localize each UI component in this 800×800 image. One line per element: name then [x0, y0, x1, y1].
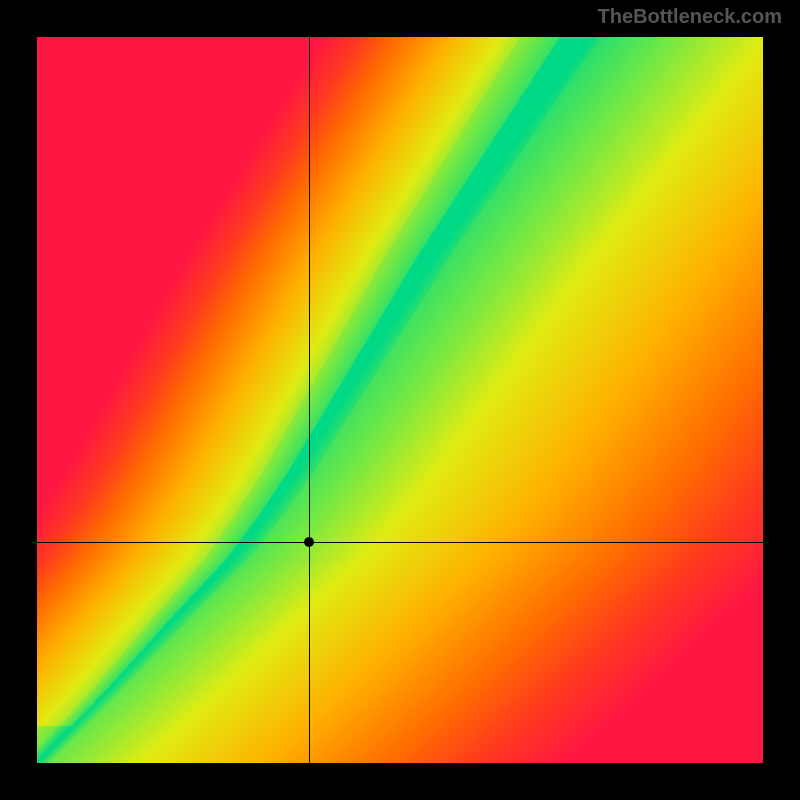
chart-container: TheBottleneck.com	[0, 0, 800, 800]
plot-area	[37, 37, 763, 763]
crosshair-horizontal	[37, 542, 763, 543]
watermark-text: TheBottleneck.com	[598, 6, 782, 29]
heatmap-canvas	[37, 37, 763, 763]
marker-dot	[304, 537, 314, 547]
crosshair-vertical	[309, 37, 310, 763]
